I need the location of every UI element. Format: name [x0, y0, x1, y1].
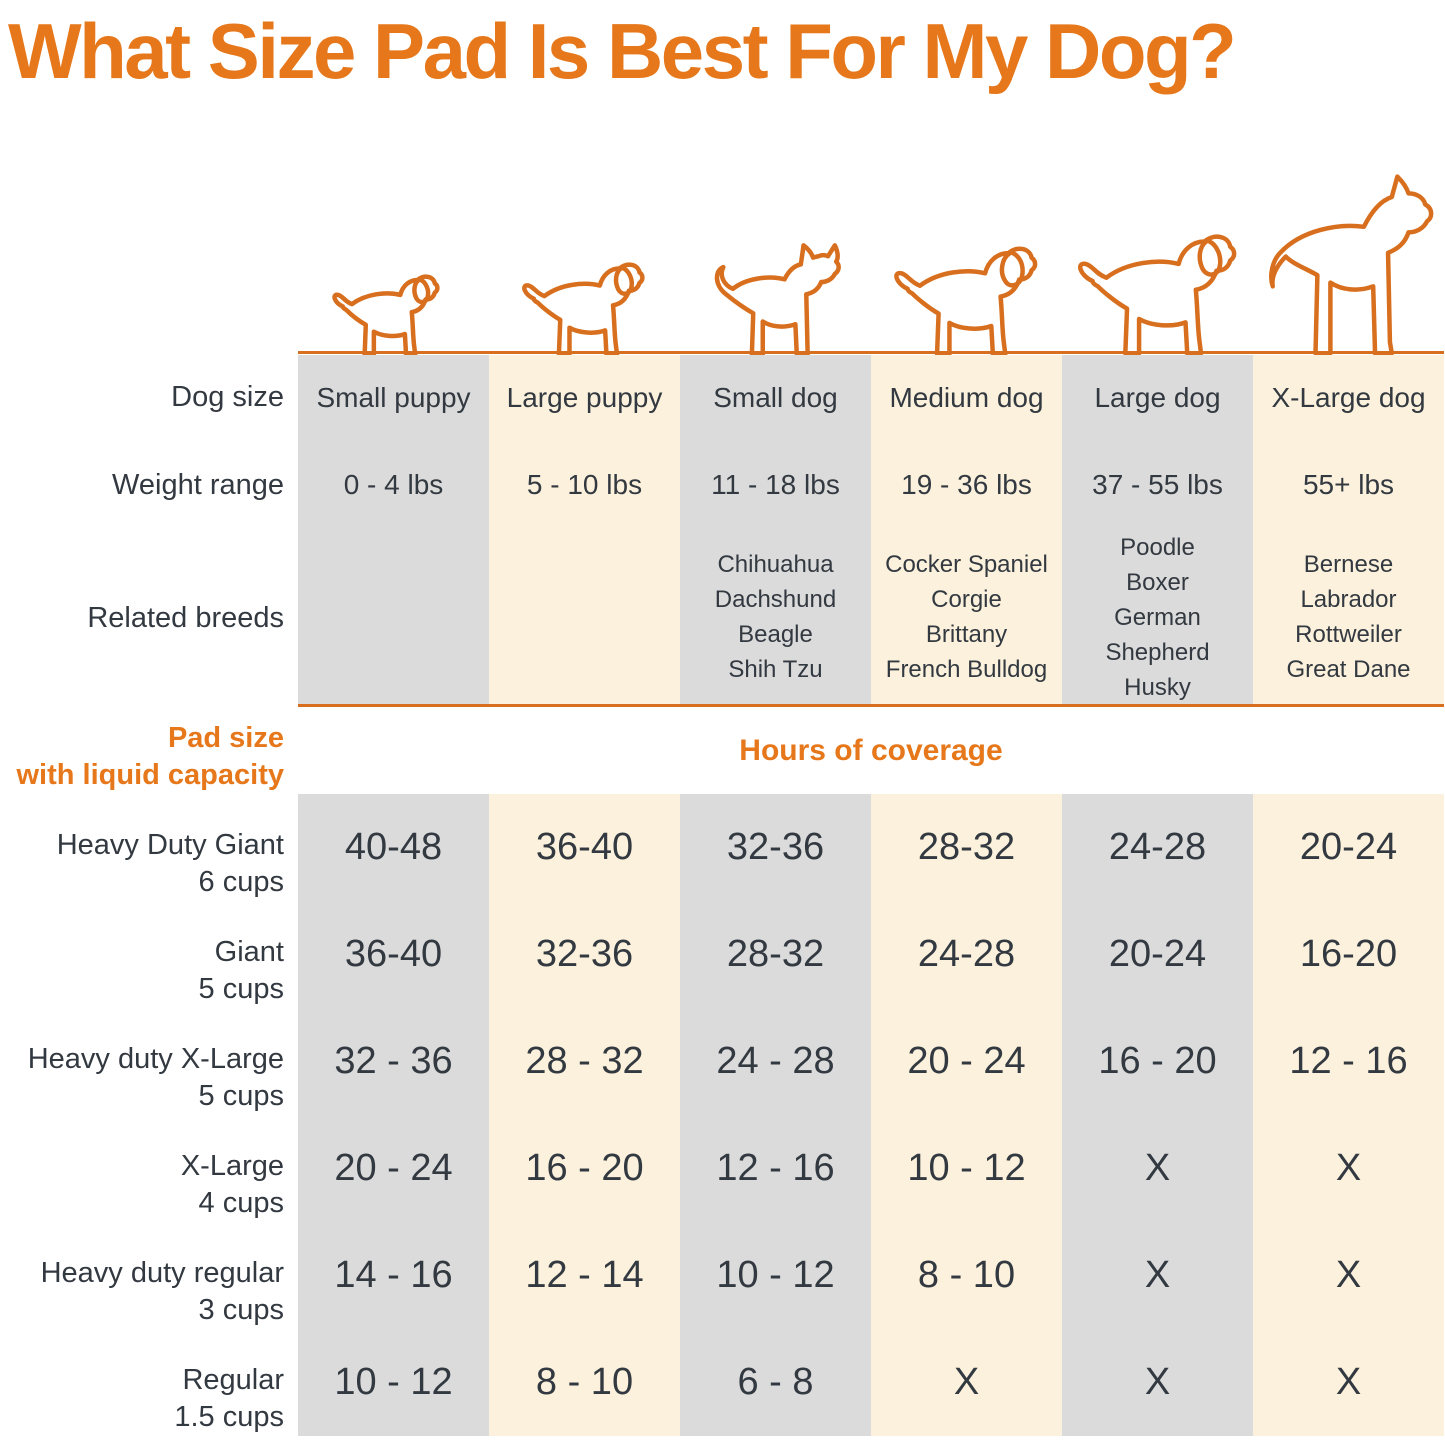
coverage-value-cell: 20 - 24: [871, 1008, 1062, 1115]
coverage-value-cell: 24-28: [1062, 794, 1253, 901]
dog-size-cell: X-Large dog: [1253, 355, 1444, 440]
weight-cell: 19 - 36 lbs: [871, 440, 1062, 530]
pad-row-label: Heavy duty regular 3 cups: [0, 1222, 298, 1329]
coverage-value-cell: X: [1062, 1115, 1253, 1222]
breeds-cell: [489, 530, 680, 707]
breeds-cell: Chihuahua Dachshund Beagle Shih Tzu: [680, 530, 871, 707]
coverage-value-cell: 24-28: [871, 901, 1062, 1008]
pad-size-label-line1: Pad size: [167, 722, 284, 754]
pad-capacity: 3 cups: [198, 1294, 284, 1326]
coverage-value-cell: 32-36: [489, 901, 680, 1008]
dog-size-cell: Large puppy: [489, 355, 680, 440]
weight-cell: 55+ lbs: [1253, 440, 1444, 530]
breeds-cell: Poodle Boxer German Shepherd Husky: [1062, 530, 1253, 707]
pad-row-label: Giant 5 cups: [0, 901, 298, 1008]
breeds-cell: Bernese Labrador Rottweiler Great Dane: [1253, 530, 1444, 707]
size-table: Dog size Small puppy Large puppy Small d…: [0, 355, 1444, 1436]
pad-name: Heavy Duty Giant: [56, 829, 284, 861]
weight-cell: 5 - 10 lbs: [489, 440, 680, 530]
pad-row-label: X-Large 4 cups: [0, 1115, 298, 1222]
coverage-value-cell: 10 - 12: [871, 1115, 1062, 1222]
weight-cell: 11 - 18 lbs: [680, 440, 871, 530]
dog-size-cell: Large dog: [1062, 355, 1253, 440]
dog-size-cell: Small puppy: [298, 355, 489, 440]
pad-name: Regular: [182, 1364, 284, 1396]
coverage-value-cell: 28-32: [871, 794, 1062, 901]
dog-size-cell: Medium dog: [871, 355, 1062, 440]
coverage-value-cell: 12 - 16: [1253, 1008, 1444, 1115]
pad-name: Giant: [214, 936, 284, 968]
coverage-value-cell: 8 - 10: [489, 1329, 680, 1436]
coverage-value-cell: 16-20: [1253, 901, 1444, 1008]
row-header-weight-range: Weight range: [0, 440, 298, 530]
large-dog-icon: [1072, 219, 1244, 357]
pad-capacity: 1.5 cups: [174, 1401, 284, 1433]
coverage-value-cell: 12 - 16: [680, 1115, 871, 1222]
coverage-value-cell: X: [1062, 1329, 1253, 1436]
hours-of-coverage-header: Hours of coverage: [298, 707, 1444, 794]
coverage-value-cell: 10 - 12: [298, 1329, 489, 1436]
pad-capacity: 4 cups: [198, 1187, 284, 1219]
pad-capacity: 6 cups: [198, 866, 284, 898]
row-header-related-breeds: Related breeds: [0, 530, 298, 707]
breeds-cell: Cocker Spaniel Corgie Brittany French Bulld…: [871, 530, 1062, 707]
pad-size-section-label: Pad size with liquid capacity: [0, 707, 298, 794]
pad-name: Heavy duty regular: [40, 1257, 284, 1289]
coverage-value-cell: 40-48: [298, 794, 489, 901]
pad-row-label: Heavy Duty Giant 6 cups: [0, 794, 298, 901]
pad-name: Heavy duty X-Large: [27, 1043, 284, 1075]
pad-row-label: Heavy duty X-Large 5 cups: [0, 1008, 298, 1115]
coverage-value-cell: 12 - 14: [489, 1222, 680, 1329]
small-puppy-icon: [329, 265, 444, 357]
pad-row-label: Regular 1.5 cups: [0, 1329, 298, 1436]
coverage-value-cell: 20 - 24: [298, 1115, 489, 1222]
coverage-value-cell: X: [1253, 1115, 1444, 1222]
coverage-value-cell: 36-40: [298, 901, 489, 1008]
pad-capacity: 5 cups: [198, 973, 284, 1005]
weight-cell: 0 - 4 lbs: [298, 440, 489, 530]
coverage-value-cell: 20-24: [1253, 794, 1444, 901]
coverage-value-cell: 14 - 16: [298, 1222, 489, 1329]
dog-size-cell: Small dog: [680, 355, 871, 440]
x-large-dog-icon: [1256, 171, 1442, 357]
pad-name: X-Large: [180, 1150, 284, 1182]
small-dog-icon: [707, 237, 843, 357]
medium-dog-icon: [889, 233, 1044, 357]
coverage-value-cell: 10 - 12: [680, 1222, 871, 1329]
pad-capacity: 5 cups: [198, 1080, 284, 1112]
weight-cell: 37 - 55 lbs: [1062, 440, 1253, 530]
large-puppy-icon: [518, 251, 650, 357]
coverage-value-cell: X: [1253, 1222, 1444, 1329]
coverage-value-cell: 28-32: [680, 901, 871, 1008]
coverage-value-cell: 28 - 32: [489, 1008, 680, 1115]
coverage-value-cell: X: [1062, 1222, 1253, 1329]
coverage-value-cell: 8 - 10: [871, 1222, 1062, 1329]
page-title: What Size Pad Is Best For My Dog?: [8, 7, 1237, 95]
row-header-dog-size: Dog size: [0, 355, 298, 440]
ground-line: [298, 351, 1444, 354]
coverage-value-cell: 20-24: [1062, 901, 1253, 1008]
coverage-value-cell: 16 - 20: [489, 1115, 680, 1222]
coverage-value-cell: 36-40: [489, 794, 680, 901]
coverage-value-cell: 32 - 36: [298, 1008, 489, 1115]
coverage-value-cell: 16 - 20: [1062, 1008, 1253, 1115]
coverage-value-cell: X: [871, 1329, 1062, 1436]
breeds-cell: [298, 530, 489, 707]
coverage-value-cell: 24 - 28: [680, 1008, 871, 1115]
coverage-value-cell: X: [1253, 1329, 1444, 1436]
coverage-value-cell: 6 - 8: [680, 1329, 871, 1436]
pad-size-label-line2: with liquid capacity: [16, 759, 285, 791]
coverage-value-cell: 32-36: [680, 794, 871, 901]
